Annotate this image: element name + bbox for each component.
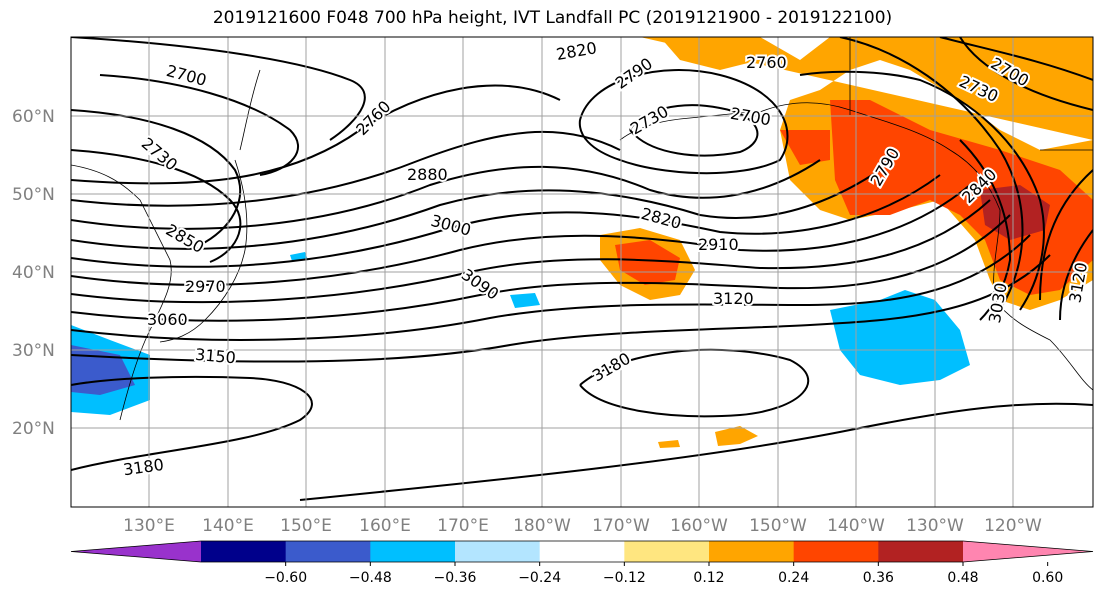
- lat-label: 30°N: [12, 341, 55, 361]
- colorbar-tick-label: −0.60: [264, 570, 307, 586]
- lon-label: 150°E: [280, 516, 332, 536]
- lon-label: 120°W: [984, 516, 1042, 536]
- colorbar-extend-low: [71, 541, 201, 562]
- contour-label: 2910: [698, 235, 739, 254]
- lon-label: 170°W: [592, 516, 650, 536]
- ivt-positive-shading: [600, 37, 1093, 448]
- colorbar-segment: [285, 541, 371, 562]
- lon-label: 140°E: [202, 516, 254, 536]
- colorbar: −0.60 −0.48 −0.36 −0.24 −0.12 0.12 0.24 0.36 0.4…: [70, 540, 1094, 586]
- colorbar-segment: [201, 541, 287, 562]
- colorbar-segment: [539, 541, 625, 562]
- contour-label: 3120: [713, 289, 754, 308]
- lat-label: 40°N: [12, 263, 55, 283]
- contour-label: 3060: [147, 310, 188, 329]
- lon-label: 160°W: [670, 516, 728, 536]
- colorbar-tick-label: −0.12: [603, 570, 646, 586]
- colorbar-tick-label: 0.48: [947, 570, 978, 586]
- colorbar-tick-label: −0.36: [434, 570, 477, 586]
- contour-label: 3150: [194, 345, 236, 367]
- colorbar-tick-label: 0.24: [778, 570, 809, 586]
- coastlines: [71, 37, 1093, 421]
- colorbar-tick-label: 0.60: [1032, 570, 1063, 586]
- colorbar-outline: [70, 540, 1094, 563]
- lon-label: 170°E: [437, 516, 489, 536]
- graticule: [71, 37, 1093, 507]
- map-title: 2019121600 F048 700 hPa height, IVT Land…: [212, 8, 893, 28]
- lon-label: 140°W: [827, 516, 885, 536]
- lon-label: 150°W: [749, 516, 807, 536]
- colorbar-segment: [878, 541, 964, 562]
- contour-label: 2880: [407, 165, 448, 184]
- longitude-labels: 130°E 140°E 150°E 160°E 170°E 180°W 170°…: [123, 516, 1042, 536]
- lon-label: 130°W: [906, 516, 964, 536]
- colorbar-segment: [370, 541, 456, 562]
- colorbar-tick-label: 0.36: [863, 570, 894, 586]
- colorbar-tick-label: −0.48: [349, 570, 392, 586]
- colorbar-tick-label: −0.24: [518, 570, 561, 586]
- latitude-labels: 60°N 50°N 40°N 30°N 20°N: [12, 107, 55, 439]
- colorbar-tick-label: 0.12: [693, 570, 724, 586]
- lon-label: 180°W: [513, 516, 571, 536]
- lat-label: 50°N: [12, 185, 55, 205]
- plot-frame: [70, 36, 1094, 508]
- colorbar-segment: [793, 541, 879, 562]
- colorbar-extend-high: [963, 541, 1093, 562]
- lat-label: 60°N: [12, 107, 55, 127]
- lon-label: 160°E: [359, 516, 411, 536]
- colorbar-segment: [624, 541, 710, 562]
- colorbar-segment: [709, 541, 795, 562]
- colorbar-segment: [455, 541, 541, 562]
- lon-label: 130°E: [123, 516, 175, 536]
- lat-label: 20°N: [12, 419, 55, 439]
- contour-label: 2970: [185, 277, 226, 296]
- contour-label: 2760: [746, 53, 787, 72]
